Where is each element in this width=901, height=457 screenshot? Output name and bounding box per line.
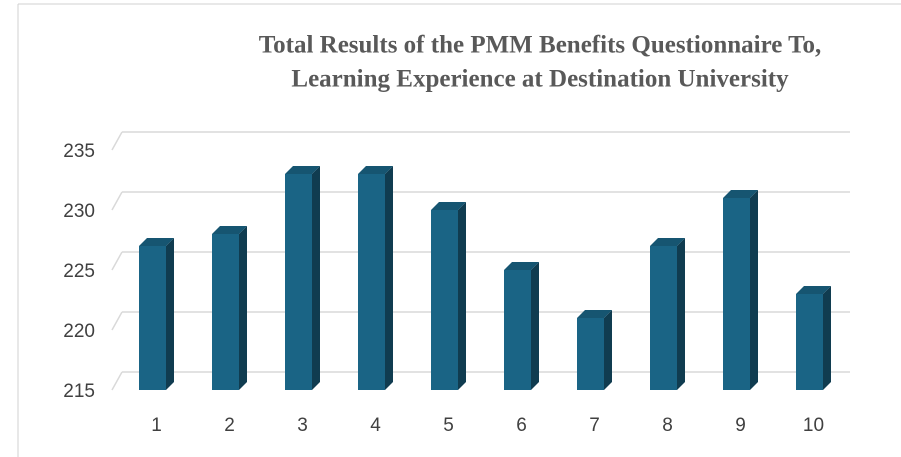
- bar-top: [212, 226, 247, 234]
- x-tick-label: 7: [589, 415, 600, 436]
- grid-line: [111, 371, 123, 391]
- bar-top: [358, 166, 393, 174]
- x-tick-label: 8: [662, 415, 673, 436]
- bar-side: [750, 190, 758, 390]
- bar-top: [723, 190, 758, 198]
- bar: [139, 246, 166, 390]
- bar-top: [504, 262, 539, 270]
- bar-side: [604, 310, 612, 390]
- grid-line: [111, 131, 123, 151]
- y-tick-label: 235: [63, 141, 95, 162]
- grid-line: [111, 251, 123, 271]
- x-tick-label: 4: [370, 415, 381, 436]
- bar: [212, 234, 239, 390]
- bar: [431, 210, 458, 390]
- bar: [723, 198, 750, 390]
- bar-top: [796, 286, 831, 294]
- bar: [504, 270, 531, 390]
- bar-top: [139, 238, 174, 246]
- x-tick-label: 10: [803, 415, 824, 436]
- bar-side: [458, 202, 466, 390]
- bar-side: [531, 262, 539, 390]
- y-tick-label: 220: [63, 321, 95, 342]
- bar: [650, 246, 677, 390]
- bar: [796, 294, 823, 390]
- bar-top: [650, 238, 685, 246]
- y-tick-label: 215: [63, 381, 95, 402]
- x-tick-label: 1: [151, 415, 162, 436]
- x-tick-label: 5: [443, 415, 454, 436]
- bar-side: [239, 226, 247, 390]
- grid-line: [111, 191, 123, 211]
- bar: [577, 318, 604, 390]
- bar-top: [431, 202, 466, 210]
- y-tick-label: 225: [63, 261, 95, 282]
- bar: [358, 174, 385, 390]
- y-tick-label: 230: [63, 201, 95, 222]
- bar-side: [385, 166, 393, 390]
- bar-side: [312, 166, 320, 390]
- bar-side: [823, 286, 831, 390]
- bar-top: [285, 166, 320, 174]
- bar-side: [677, 238, 685, 390]
- x-tick-label: 3: [297, 415, 308, 436]
- chart-title: Learning Experience at Destination Unive…: [291, 66, 789, 93]
- bar-side: [166, 238, 174, 390]
- x-tick-label: 9: [735, 415, 746, 436]
- x-tick-label: 6: [516, 415, 527, 436]
- x-tick-label: 2: [224, 415, 235, 436]
- grid-line: [111, 311, 123, 331]
- chart-title: Total Results of the PMM Benefits Questi…: [259, 32, 822, 59]
- bar-top: [577, 310, 612, 318]
- bar: [285, 174, 312, 390]
